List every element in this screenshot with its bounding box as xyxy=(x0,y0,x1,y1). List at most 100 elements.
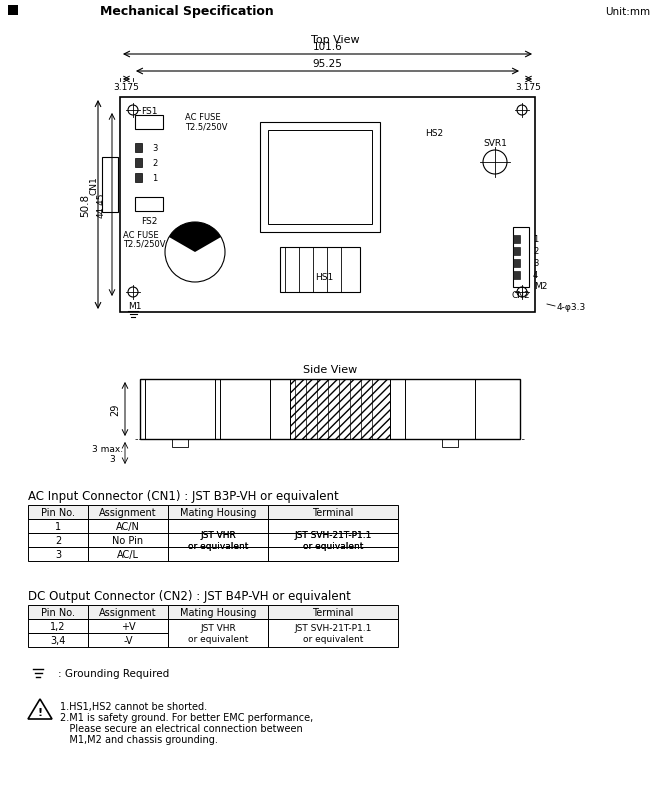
Bar xyxy=(280,247,360,292)
Text: 2: 2 xyxy=(533,247,538,256)
Bar xyxy=(135,159,142,168)
Text: 3 max.: 3 max. xyxy=(92,445,123,454)
Text: Terminal: Terminal xyxy=(312,507,354,517)
Text: Terminal: Terminal xyxy=(312,607,354,618)
Bar xyxy=(135,173,142,183)
Text: JST SVH-21T-P1.1
or equivalent: JST SVH-21T-P1.1 or equivalent xyxy=(294,531,372,550)
Bar xyxy=(290,380,390,439)
Text: FS2: FS2 xyxy=(141,218,157,226)
Bar xyxy=(220,380,270,439)
Text: No Pin: No Pin xyxy=(113,536,143,545)
Text: Pin No.: Pin No. xyxy=(41,507,75,517)
Bar xyxy=(172,439,188,447)
Text: T2.5/250V: T2.5/250V xyxy=(185,122,228,132)
Text: 1: 1 xyxy=(55,521,61,532)
Text: 4: 4 xyxy=(533,271,538,280)
Text: 2: 2 xyxy=(55,536,61,545)
Bar xyxy=(140,380,520,439)
Bar xyxy=(28,605,88,619)
Bar xyxy=(88,548,168,561)
Text: 2: 2 xyxy=(152,159,157,168)
Text: SVR1: SVR1 xyxy=(483,138,507,147)
Text: Assignment: Assignment xyxy=(99,607,157,618)
Bar xyxy=(28,505,88,520)
Text: 3,4: 3,4 xyxy=(50,635,66,645)
Text: CN2: CN2 xyxy=(512,291,531,300)
Bar xyxy=(145,380,215,439)
Bar xyxy=(268,131,372,225)
Text: T2.5/250V: T2.5/250V xyxy=(123,239,165,248)
Text: 3: 3 xyxy=(109,455,115,464)
Text: -V: -V xyxy=(123,635,133,645)
Bar xyxy=(28,634,88,647)
Bar xyxy=(268,533,398,548)
Text: FS1: FS1 xyxy=(141,106,157,116)
Text: 4-φ3.3: 4-φ3.3 xyxy=(557,303,586,312)
Text: +V: +V xyxy=(121,622,135,631)
Text: M2: M2 xyxy=(534,282,547,291)
Bar xyxy=(135,144,142,153)
Bar xyxy=(268,520,398,533)
Text: Mechanical Specification: Mechanical Specification xyxy=(100,6,274,18)
Text: AC FUSE: AC FUSE xyxy=(123,230,159,239)
Bar xyxy=(268,505,398,520)
Bar xyxy=(405,380,475,439)
Text: JST VHR
or equivalent: JST VHR or equivalent xyxy=(188,531,248,550)
Bar xyxy=(513,259,520,267)
Bar xyxy=(513,247,520,255)
Bar xyxy=(88,605,168,619)
Text: 3: 3 xyxy=(533,259,539,268)
Wedge shape xyxy=(169,222,221,253)
Bar xyxy=(168,533,268,548)
Text: Mating Housing: Mating Housing xyxy=(180,507,256,517)
Text: 1: 1 xyxy=(533,235,538,244)
Bar xyxy=(88,634,168,647)
Text: Top View: Top View xyxy=(311,35,359,45)
Text: 29: 29 xyxy=(110,403,120,416)
Text: 1.HS1,HS2 cannot be shorted.: 1.HS1,HS2 cannot be shorted. xyxy=(60,701,207,711)
Bar xyxy=(513,228,529,287)
Text: 101.6: 101.6 xyxy=(313,42,342,52)
Text: !: ! xyxy=(38,707,43,717)
Text: 95.25: 95.25 xyxy=(313,59,342,69)
Bar xyxy=(268,605,398,619)
Text: Side View: Side View xyxy=(303,365,357,374)
Bar xyxy=(102,158,118,213)
Text: 44.45: 44.45 xyxy=(97,193,106,218)
Bar xyxy=(260,123,380,233)
Text: Please secure an electrical connection between: Please secure an electrical connection b… xyxy=(60,723,303,733)
Bar xyxy=(168,520,268,533)
Text: 3.175: 3.175 xyxy=(113,83,139,92)
Bar xyxy=(135,116,163,130)
Text: HS2: HS2 xyxy=(425,128,443,137)
Bar xyxy=(88,533,168,548)
Text: CN1: CN1 xyxy=(90,176,98,194)
Text: 2.M1 is safety ground. For better EMC performance,: 2.M1 is safety ground. For better EMC pe… xyxy=(60,712,314,722)
Bar xyxy=(268,619,398,647)
Text: 3.175: 3.175 xyxy=(515,83,541,92)
Bar xyxy=(88,505,168,520)
Bar xyxy=(88,619,168,634)
Text: Unit:mm: Unit:mm xyxy=(605,7,650,17)
Text: AC FUSE: AC FUSE xyxy=(185,113,220,122)
Bar xyxy=(168,605,268,619)
Bar xyxy=(28,619,88,634)
Text: AC/N: AC/N xyxy=(116,521,140,532)
Text: Pin No.: Pin No. xyxy=(41,607,75,618)
Bar xyxy=(168,520,268,561)
Bar xyxy=(442,439,458,447)
Text: HS1: HS1 xyxy=(315,273,333,282)
Text: M1: M1 xyxy=(128,302,142,311)
Bar xyxy=(120,98,535,312)
Text: 3: 3 xyxy=(152,144,157,153)
Bar xyxy=(28,533,88,548)
Text: DC Output Connector (CN2) : JST B4P-VH or equivalent: DC Output Connector (CN2) : JST B4P-VH o… xyxy=(28,589,351,602)
Text: 50.8: 50.8 xyxy=(80,194,90,217)
Text: 3: 3 xyxy=(55,549,61,560)
Text: Mating Housing: Mating Housing xyxy=(180,607,256,618)
Text: 1,2: 1,2 xyxy=(50,622,66,631)
Bar xyxy=(513,236,520,243)
Bar xyxy=(135,198,163,212)
Text: JST SVH-21T-P1.1
or equivalent: JST SVH-21T-P1.1 or equivalent xyxy=(294,531,372,550)
Bar xyxy=(88,520,168,533)
